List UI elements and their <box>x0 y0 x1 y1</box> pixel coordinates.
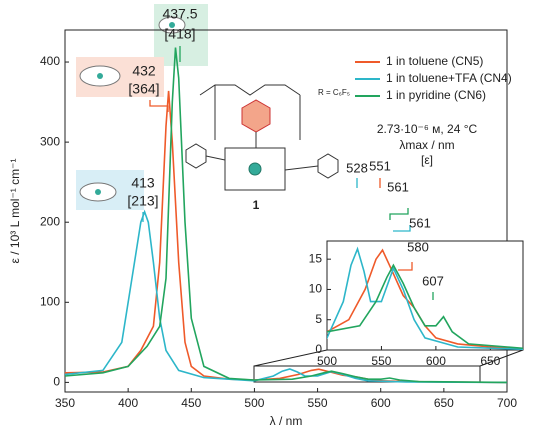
y-tick-label: 15 <box>309 251 323 265</box>
x-tick-label: 550 <box>308 396 328 410</box>
y-tick-label: 200 <box>40 214 60 228</box>
inset-frame <box>326 240 524 351</box>
x-tick-label: 650 <box>480 354 500 368</box>
legend-label: 1 in pyridine (CN6) <box>386 88 486 102</box>
spectrum <box>327 263 523 350</box>
plot-frame <box>64 29 508 393</box>
peak-label: 413 <box>131 175 155 191</box>
inset-peak-label: 551 <box>369 158 391 173</box>
conditions: 2.73·10⁻⁶ м, 24 °C <box>377 122 478 136</box>
substituent-label: R = C₆F₅ <box>318 88 350 97</box>
zoom-box <box>253 365 481 383</box>
x-tick-label: 700 <box>497 396 517 410</box>
y-tick-label: 400 <box>40 54 60 68</box>
conditions: [ε] <box>421 153 433 167</box>
conditions: λmax / nm <box>399 138 454 152</box>
y-tick-label: 300 <box>40 134 60 148</box>
peak-label: 432 <box>132 63 156 79</box>
spectrum <box>65 47 507 384</box>
zoom-line <box>253 349 328 367</box>
x-tick-label: 650 <box>434 396 454 410</box>
peak-label: [418] <box>164 26 195 42</box>
y-axis-label: ε / 10³ L mol⁻¹ cm⁻¹ <box>8 159 22 264</box>
peak-label: 437.5 <box>162 6 197 22</box>
peak-label: [364] <box>128 81 159 97</box>
x-tick-label: 450 <box>181 396 201 410</box>
x-tick-label: 500 <box>244 396 264 410</box>
x-tick-label: 600 <box>371 396 391 410</box>
x-tick-label: 500 <box>317 354 337 368</box>
inset-peak-label: 561 <box>387 179 409 194</box>
legend-label: 1 in toluene (CN5) <box>386 54 483 68</box>
x-tick-label: 400 <box>118 396 138 410</box>
icon-cn5 <box>76 57 164 97</box>
inset-peak-label: 528 <box>346 160 368 175</box>
zoom-line <box>479 349 524 367</box>
compound-label: 1 <box>253 198 260 212</box>
x-axis-label: λ / nm <box>270 414 303 428</box>
inset-peak-label: 561 <box>409 215 431 230</box>
y-tick-label: 10 <box>309 282 323 296</box>
y-tick-label: 5 <box>315 312 322 326</box>
y-tick-label: 0 <box>53 375 60 389</box>
y-tick-label: 100 <box>40 294 60 308</box>
icon-cn4 <box>76 170 144 210</box>
molecule <box>185 84 339 191</box>
inset-peak-label: 580 <box>407 239 429 254</box>
y-tick-label: 0 <box>315 342 322 356</box>
legend-label: 1 in toluene+TFA (CN4) <box>386 71 512 85</box>
x-tick-label: 350 <box>55 396 75 410</box>
inset-peak-label: 607 <box>422 273 444 288</box>
x-tick-label: 550 <box>371 354 391 368</box>
icon-cn6 <box>154 4 208 66</box>
x-tick-label: 600 <box>426 354 446 368</box>
spectrum <box>327 246 523 350</box>
peak-label: [213] <box>127 193 158 209</box>
